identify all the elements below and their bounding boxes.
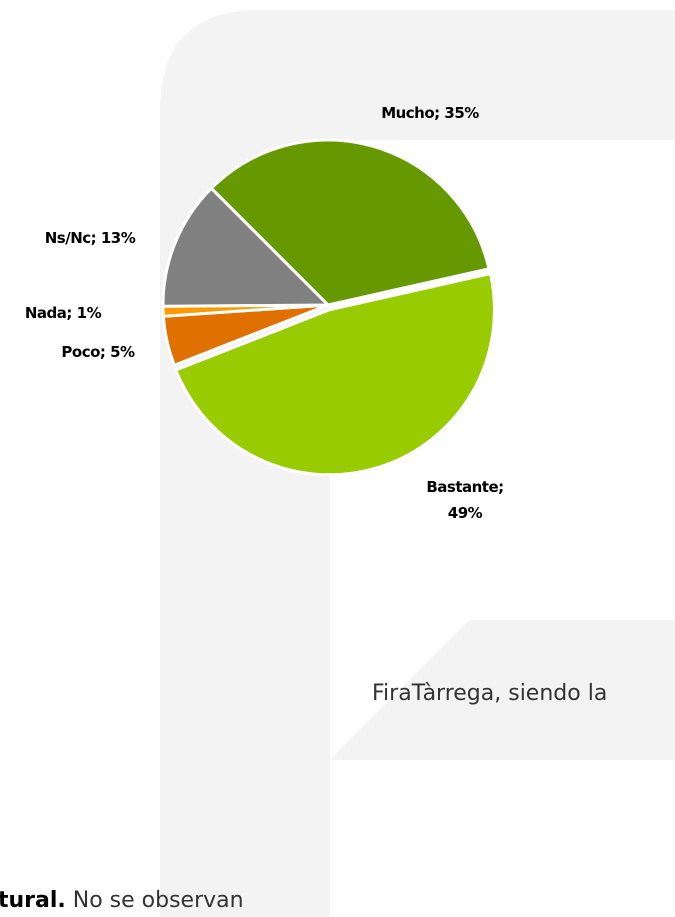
bold-text: tural. xyxy=(0,888,66,913)
slice-label: Poco; 5% xyxy=(61,343,135,361)
slice-label: Ns/Nc; 13% xyxy=(45,229,136,247)
body-text: No se observan xyxy=(66,888,244,913)
pie-slice xyxy=(173,271,496,477)
slice-label: Bastante; 49% xyxy=(426,478,503,522)
pie-chart: Mucho; 35% Bastante; 49% Poco; 5% Nada; 1% Ns… xyxy=(25,104,504,522)
background-logo xyxy=(160,10,675,917)
body-text: FiraTàrrega, siendo la xyxy=(372,681,607,706)
label-line: 49% xyxy=(448,504,483,522)
pie-slice xyxy=(161,186,332,308)
body-text: tural. No se observan xyxy=(0,888,244,913)
pie-slice xyxy=(209,138,491,307)
slice-label: Nada; 1% xyxy=(25,304,102,322)
slice-label: Mucho; 35% xyxy=(381,104,479,122)
label-line: Bastante; xyxy=(426,478,503,496)
